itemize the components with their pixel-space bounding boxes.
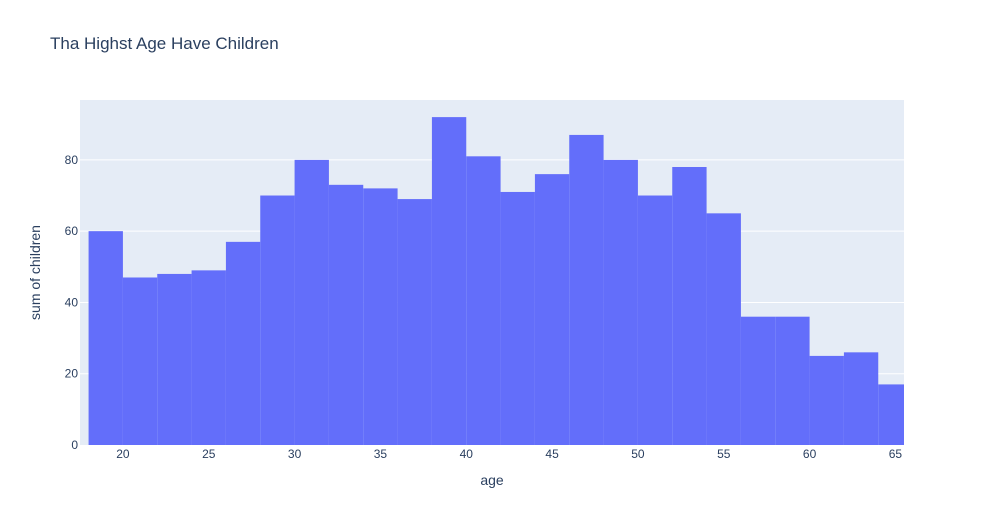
y-tick-label: 80	[65, 153, 79, 167]
histogram-bar	[294, 159, 329, 445]
histogram-bar	[122, 277, 158, 445]
x-tick-label: 60	[803, 447, 817, 461]
x-tick-label: 55	[717, 447, 731, 461]
chart-title: Tha Highst Age Have Children	[50, 34, 279, 53]
x-tick-label: 25	[202, 447, 216, 461]
histogram-bar	[260, 195, 295, 445]
histogram-bar	[672, 167, 707, 445]
histogram-bar	[225, 241, 261, 445]
histogram-bar	[809, 355, 844, 445]
x-tick-labels: 20 25 30 35 40 45 50 55 60 65	[116, 447, 902, 461]
x-tick-label: 20	[116, 447, 130, 461]
bars	[88, 117, 904, 446]
histogram-bar	[363, 188, 398, 445]
histogram-bar	[328, 184, 364, 445]
histogram-bar	[191, 270, 226, 445]
histogram-bar	[88, 231, 123, 445]
histogram-bar	[397, 199, 432, 445]
y-tick-labels: 0 20 40 60 80	[65, 153, 79, 452]
histogram-bar	[157, 273, 192, 445]
y-tick-label: 40	[65, 295, 79, 309]
histogram-bar	[706, 213, 741, 445]
histogram-bar	[534, 174, 570, 445]
y-axis-title: sum of children	[27, 225, 43, 320]
x-tick-label: 65	[889, 447, 903, 461]
histogram-bar	[740, 316, 776, 445]
x-tick-label: 35	[374, 447, 388, 461]
histogram-bar	[637, 195, 673, 445]
y-tick-label: 20	[65, 367, 79, 381]
y-tick-label: 0	[71, 438, 78, 452]
x-axis-title: age	[480, 472, 504, 488]
x-tick-label: 30	[288, 447, 302, 461]
histogram-bar	[569, 134, 604, 446]
x-tick-label: 50	[631, 447, 645, 461]
histogram-bar	[878, 384, 904, 445]
histogram-bar	[603, 159, 638, 445]
x-tick-label: 40	[460, 447, 474, 461]
histogram-bar	[775, 316, 810, 445]
y-tick-label: 60	[65, 224, 79, 238]
histogram-bar	[431, 117, 467, 446]
x-tick-label: 45	[545, 447, 559, 461]
histogram-bar	[843, 352, 879, 445]
histogram-bar	[500, 191, 535, 445]
histogram-bar	[466, 156, 501, 445]
